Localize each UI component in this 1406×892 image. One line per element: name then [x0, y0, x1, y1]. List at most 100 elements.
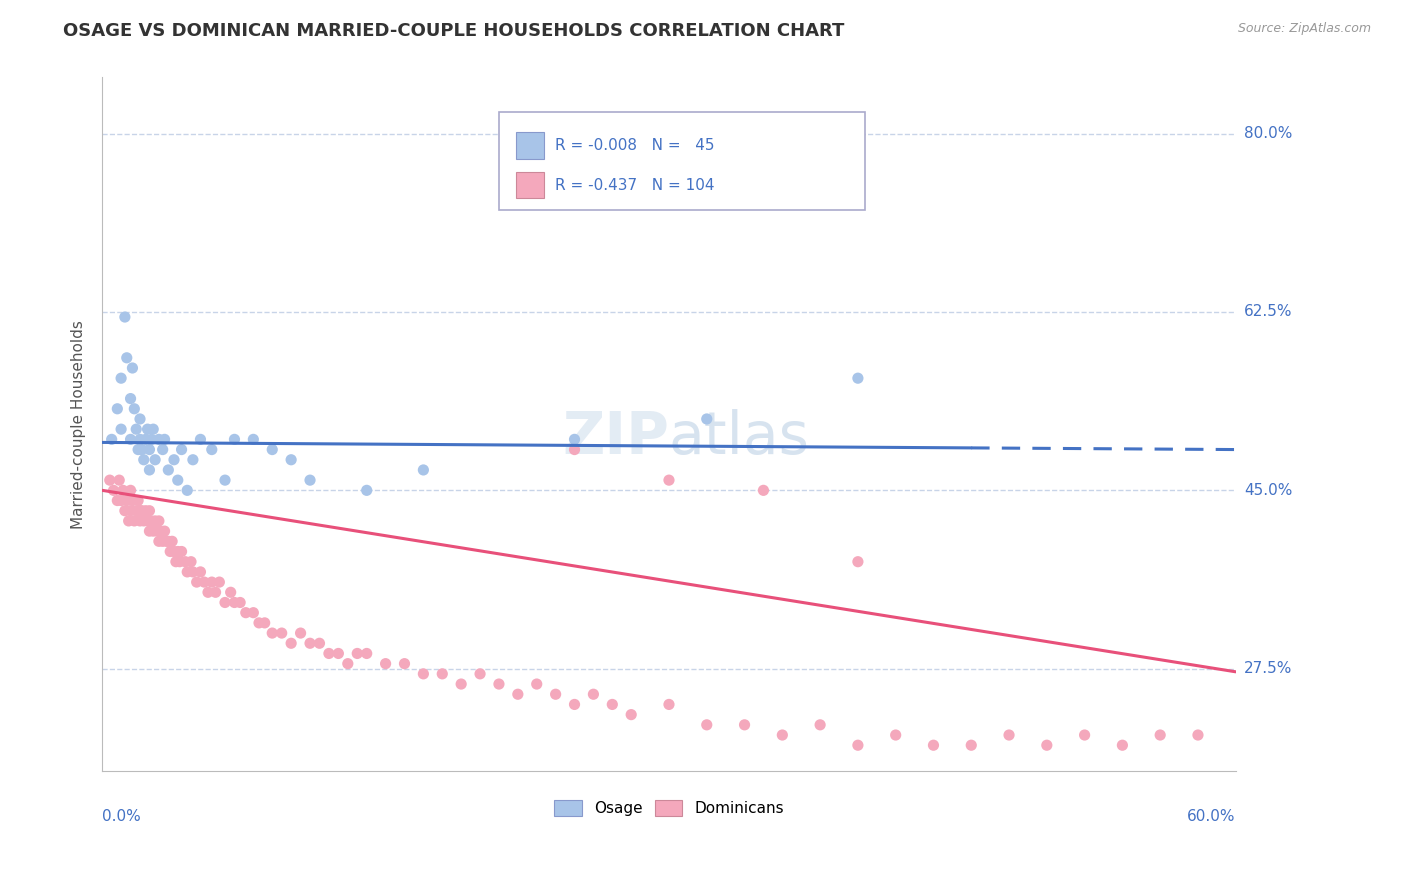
Point: [105, 401, 128, 416]
Point: [115, 351, 138, 365]
Point: [155, 534, 177, 549]
Point: [120, 504, 142, 518]
Point: [148, 433, 170, 447]
Point: [1149, 728, 1171, 742]
Text: R = -0.008   N =   45: R = -0.008 N = 45: [555, 138, 714, 153]
Point: [120, 433, 142, 447]
Point: [181, 452, 204, 467]
Point: [201, 442, 224, 457]
Point: [148, 514, 170, 528]
Point: [110, 422, 132, 436]
Point: [157, 534, 180, 549]
Point: [114, 310, 136, 324]
Point: [125, 504, 148, 518]
Text: OSAGE VS DOMINICAN MARRIED-COUPLE HOUSEHOLDS CORRELATION CHART: OSAGE VS DOMINICAN MARRIED-COUPLE HOUSEH…: [63, 22, 845, 40]
Point: [121, 493, 143, 508]
Point: [138, 524, 160, 538]
Point: [141, 433, 163, 447]
Point: [108, 473, 131, 487]
Point: [253, 615, 276, 630]
Point: [214, 473, 236, 487]
Point: [884, 728, 907, 742]
Point: [193, 575, 215, 590]
Point: [412, 666, 434, 681]
Point: [138, 442, 160, 457]
Point: [299, 473, 322, 487]
Point: [146, 524, 169, 538]
Point: [125, 422, 148, 436]
Point: [450, 677, 472, 691]
Text: 27.5%: 27.5%: [1244, 661, 1292, 676]
Point: [143, 452, 166, 467]
Text: Source: ZipAtlas.com: Source: ZipAtlas.com: [1237, 22, 1371, 36]
Legend: Osage, Dominicans: Osage, Dominicans: [548, 794, 790, 822]
Point: [166, 544, 188, 558]
Point: [247, 615, 270, 630]
Point: [136, 514, 159, 528]
Point: [658, 698, 681, 712]
Point: [149, 524, 172, 538]
Point: [120, 392, 142, 406]
Point: [1187, 728, 1209, 742]
Point: [127, 493, 149, 508]
Point: [176, 565, 198, 579]
Point: [124, 401, 146, 416]
Point: [412, 463, 434, 477]
Point: [157, 463, 180, 477]
Point: [544, 687, 567, 701]
Point: [169, 555, 191, 569]
Point: [299, 636, 322, 650]
Text: 80.0%: 80.0%: [1244, 126, 1292, 141]
Point: [564, 442, 586, 457]
Point: [135, 433, 157, 447]
Point: [770, 728, 793, 742]
Point: [201, 575, 224, 590]
Point: [111, 483, 134, 498]
Point: [1036, 738, 1059, 752]
Point: [190, 433, 212, 447]
Point: [174, 555, 197, 569]
Point: [752, 483, 775, 498]
Point: [506, 687, 529, 701]
Point: [356, 647, 378, 661]
Point: [336, 657, 359, 671]
Point: [138, 463, 160, 477]
Point: [98, 473, 121, 487]
Point: [105, 493, 128, 508]
Point: [152, 442, 174, 457]
Point: [290, 626, 312, 640]
Point: [488, 677, 510, 691]
Point: [170, 544, 193, 558]
Point: [132, 514, 155, 528]
Point: [922, 738, 945, 752]
Point: [138, 504, 160, 518]
Point: [110, 493, 132, 508]
Point: [148, 534, 170, 549]
Point: [100, 433, 122, 447]
Point: [129, 514, 152, 528]
Point: [262, 442, 284, 457]
Point: [118, 514, 141, 528]
Text: 60.0%: 60.0%: [1187, 809, 1236, 824]
Point: [846, 738, 869, 752]
Point: [132, 452, 155, 467]
Point: [328, 647, 350, 661]
Point: [242, 433, 264, 447]
Point: [734, 718, 756, 732]
Point: [214, 595, 236, 609]
Point: [170, 442, 193, 457]
Point: [270, 626, 292, 640]
Point: [142, 524, 165, 538]
Point: [1073, 728, 1095, 742]
Point: [224, 595, 246, 609]
Point: [153, 524, 176, 538]
Point: [129, 412, 152, 426]
Text: ZIP: ZIP: [562, 409, 669, 467]
Point: [658, 473, 681, 487]
Point: [129, 433, 152, 447]
Point: [114, 504, 136, 518]
Point: [180, 555, 202, 569]
Point: [160, 534, 183, 549]
Point: [346, 647, 368, 661]
Point: [564, 433, 586, 447]
